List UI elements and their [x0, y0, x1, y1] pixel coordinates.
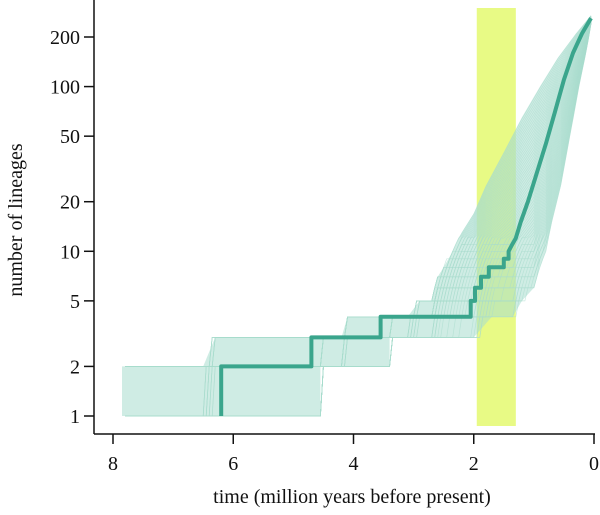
y-tick-label: 5 — [70, 291, 80, 313]
y-tick-label: 50 — [60, 126, 80, 148]
y-tick-label: 10 — [60, 241, 80, 263]
x-tick-label: 0 — [589, 453, 599, 475]
x-tick-label: 2 — [469, 453, 479, 475]
y-tick-label: 100 — [50, 77, 80, 99]
y-tick-label: 1 — [70, 406, 80, 428]
y-tick-label: 20 — [60, 192, 80, 214]
x-tick-label: 4 — [349, 453, 359, 475]
y-tick-label: 2 — [70, 356, 80, 378]
y-axis-label: number of lineages — [5, 143, 27, 296]
y-tick-label: 200 — [50, 27, 80, 49]
sample-trajectory — [125, 15, 592, 367]
x-axis-label: time (million years before present) — [213, 486, 491, 508]
consensus-line — [219, 17, 593, 416]
x-tick-label: 6 — [228, 453, 238, 475]
x-tick-label: 8 — [108, 453, 118, 475]
